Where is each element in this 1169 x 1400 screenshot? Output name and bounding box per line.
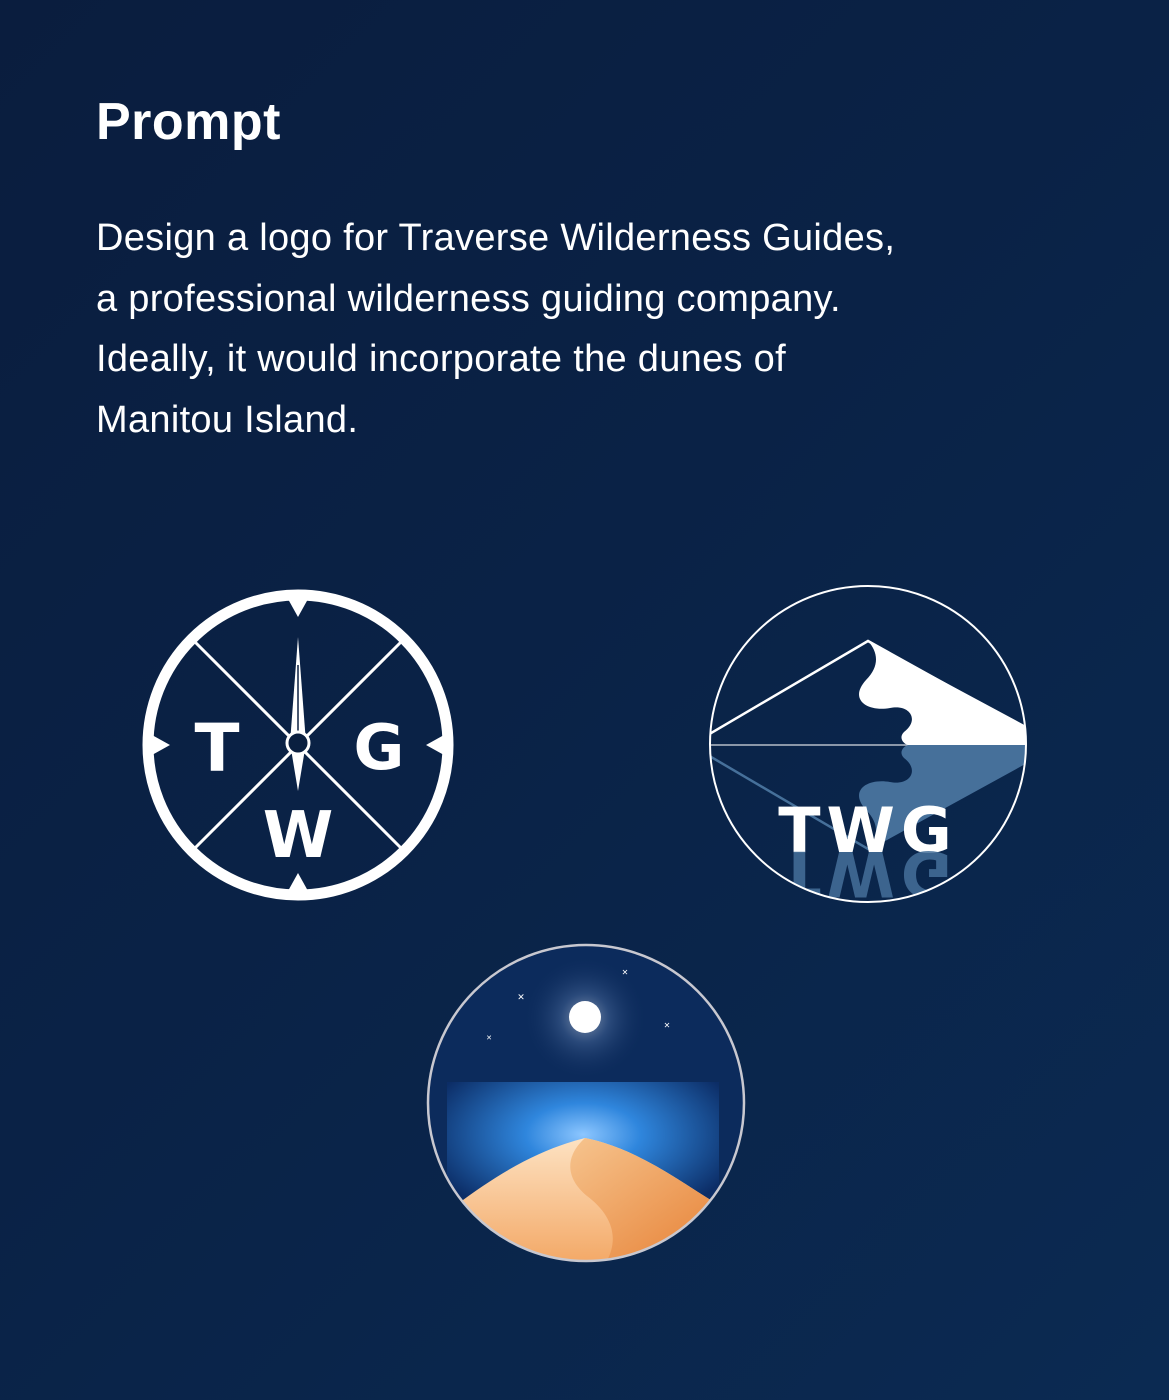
prompt-line: Manitou Island. bbox=[96, 398, 359, 441]
star-icon: ✕ bbox=[486, 1034, 492, 1042]
prompt-text: Design a logo for Traverse Wilderness Gu… bbox=[96, 208, 1096, 450]
reflection-outline bbox=[710, 752, 1026, 851]
compass-west-marker bbox=[152, 735, 170, 755]
mountain-snow bbox=[859, 641, 1026, 745]
night-ring bbox=[426, 943, 746, 1263]
prompt-line: Design a logo for Traverse Wilderness Gu… bbox=[96, 217, 896, 259]
mountain-reflection bbox=[859, 745, 1026, 849]
mountain-outline bbox=[710, 639, 1026, 738]
star-icon: ✕ bbox=[664, 1021, 671, 1030]
twg-wordmark-reflection: TWG bbox=[778, 837, 958, 904]
compass-letter-w: W bbox=[263, 799, 334, 873]
mountain-reflection-logo: TWG TWG bbox=[709, 585, 1027, 904]
star-icon: ✕ bbox=[622, 968, 629, 977]
night-dune-logo: ✕ ✕ ✕ ✕ bbox=[426, 943, 746, 1263]
compass-south-marker bbox=[288, 873, 308, 891]
prompt-line: Ideally, it would incorporate the dunes … bbox=[96, 338, 786, 380]
compass-logo: T G W bbox=[142, 589, 454, 901]
compass-hub bbox=[285, 730, 311, 756]
star-icon: ✕ bbox=[517, 993, 525, 1003]
compass-north-marker bbox=[288, 599, 308, 617]
prompt-line: a professional wilderness guiding compan… bbox=[96, 277, 841, 320]
compass-east-marker bbox=[426, 735, 444, 755]
compass-letter-g: G bbox=[354, 711, 405, 784]
mountain-ring bbox=[709, 585, 1027, 903]
compass-ring bbox=[142, 589, 454, 901]
twg-wordmark: TWG bbox=[778, 794, 958, 867]
compass-letter-t: T bbox=[194, 710, 239, 787]
page-heading: Prompt bbox=[96, 93, 281, 151]
moon bbox=[569, 1001, 601, 1033]
